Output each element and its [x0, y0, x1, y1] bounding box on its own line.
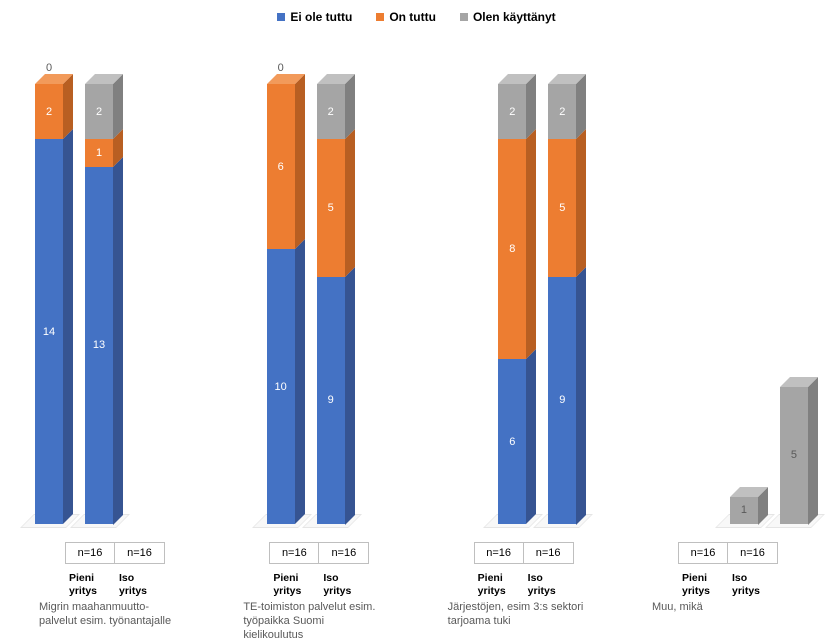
- bar-segment: 14: [35, 139, 63, 524]
- n-badge: n=16: [474, 542, 524, 564]
- value-label: 6: [267, 161, 295, 173]
- axis-group: n=16n=16Pieni yritysIso yritysJärjestöje…: [444, 524, 604, 642]
- stacked-bar: 13 1 2: [85, 84, 113, 524]
- stacked-bar: 9 5 2: [317, 84, 345, 524]
- bar-axis-label: Pieni yritys: [65, 570, 115, 599]
- value-label: 5: [317, 202, 345, 214]
- group-caption: Migrin maahanmuutto-palvelut esim. työna…: [35, 601, 175, 629]
- value-label: 2: [85, 106, 113, 118]
- legend-label: Olen käyttänyt: [473, 10, 556, 24]
- bar-axis-label: Pieni yritys: [269, 570, 319, 599]
- stacked-bar: 1060: [267, 84, 295, 524]
- bar-segment: 8: [498, 139, 526, 359]
- value-label: 5: [548, 202, 576, 214]
- value-label: 0: [267, 62, 295, 74]
- value-label: 1: [730, 504, 758, 516]
- value-label: 2: [498, 106, 526, 118]
- n-badge: n=16: [115, 542, 165, 564]
- bar-segment: 2: [85, 84, 113, 139]
- stacked-bar: 1: [730, 497, 758, 525]
- legend-item: Olen käyttänyt: [460, 10, 556, 24]
- bar-segment: 5: [317, 139, 345, 277]
- value-label: 6: [498, 436, 526, 448]
- bar-axis-label: Pieni yritys: [474, 570, 524, 599]
- bar-pair: 14 2 0 13 1 2: [35, 54, 113, 524]
- n-badge: n=16: [319, 542, 369, 564]
- bar-segment: 10: [267, 249, 295, 524]
- value-label: 5: [780, 449, 808, 461]
- bar-pair: 15: [730, 54, 808, 524]
- bar-pair: 10 6 0 9 5 2: [267, 54, 345, 524]
- axis-group: n=16n=16Pieni yritysIso yritysMuu, mikä: [648, 524, 808, 642]
- value-label: 2: [317, 106, 345, 118]
- bar-segment: 13: [85, 167, 113, 525]
- bar-axis-label: Iso yritys: [524, 570, 574, 599]
- value-label: 10: [267, 381, 295, 393]
- chart-group: 6 8 2 9 5 2: [498, 54, 576, 524]
- value-label: 9: [548, 394, 576, 406]
- stacked-bar: 9 5 2: [548, 84, 576, 524]
- n-badge: n=16: [728, 542, 778, 564]
- bar-segment: 6: [498, 359, 526, 524]
- axis-group: n=16n=16Pieni yritysIso yritysTE-toimist…: [239, 524, 399, 642]
- legend-item: On tuttu: [376, 10, 436, 24]
- bar-axis-label: Iso yritys: [728, 570, 778, 599]
- value-label: 2: [548, 106, 576, 118]
- group-caption: Järjestöjen, esim 3:s sektori tarjoama t…: [444, 601, 584, 629]
- group-caption: Muu, mikä: [648, 601, 788, 615]
- legend-item: Ei ole tuttu: [277, 10, 352, 24]
- value-label: 1: [85, 147, 113, 159]
- value-label: 14: [35, 326, 63, 338]
- chart-legend: Ei ole tuttu On tuttu Olen käyttänyt: [0, 0, 833, 34]
- stacked-bar: 6 8 2: [498, 84, 526, 524]
- bar-segment: 5: [780, 387, 808, 525]
- bar-segment: 9: [317, 277, 345, 525]
- bar-segment: 2: [35, 84, 63, 139]
- bar-axis-label: Iso yritys: [115, 570, 165, 599]
- bar-segment: 2: [498, 84, 526, 139]
- stacked-bar: 5: [780, 387, 808, 525]
- bar-axis-label: Pieni yritys: [678, 570, 728, 599]
- legend-swatch: [376, 13, 384, 21]
- n-badge: n=16: [65, 542, 115, 564]
- n-badge: n=16: [524, 542, 574, 564]
- n-badge: n=16: [269, 542, 319, 564]
- value-label: 13: [85, 339, 113, 351]
- bar-segment: 6: [267, 84, 295, 249]
- value-label: 2: [35, 106, 63, 118]
- value-label: 8: [498, 243, 526, 255]
- bar-segment: 9: [548, 277, 576, 525]
- bar-segment: 5: [548, 139, 576, 277]
- bar-segment: 2: [548, 84, 576, 139]
- legend-label: Ei ole tuttu: [290, 10, 352, 24]
- bar-segment: 1: [730, 497, 758, 525]
- bar-pair: 6 8 2 9 5 2: [498, 54, 576, 524]
- chart-group: 15: [730, 54, 808, 524]
- stacked-bar: 1420: [35, 84, 63, 524]
- legend-swatch: [460, 13, 468, 21]
- bar-axis-label: Iso yritys: [319, 570, 369, 599]
- n-badge: n=16: [678, 542, 728, 564]
- group-caption: TE-toimiston palvelut esim. työpaikka Su…: [239, 601, 379, 642]
- bar-segment: 1: [85, 139, 113, 167]
- bar-segment: 2: [317, 84, 345, 139]
- chart-plot-area: 14201312106095268295215: [30, 54, 813, 524]
- chart-group: 10 6 0 9 5 2: [267, 54, 345, 524]
- value-label: 0: [35, 62, 63, 74]
- legend-label: On tuttu: [389, 10, 436, 24]
- legend-swatch: [277, 13, 285, 21]
- value-label: 9: [317, 394, 345, 406]
- axis-group: n=16n=16Pieni yritysIso yritysMigrin maa…: [35, 524, 195, 642]
- chart-group: 14 2 0 13 1 2: [35, 54, 113, 524]
